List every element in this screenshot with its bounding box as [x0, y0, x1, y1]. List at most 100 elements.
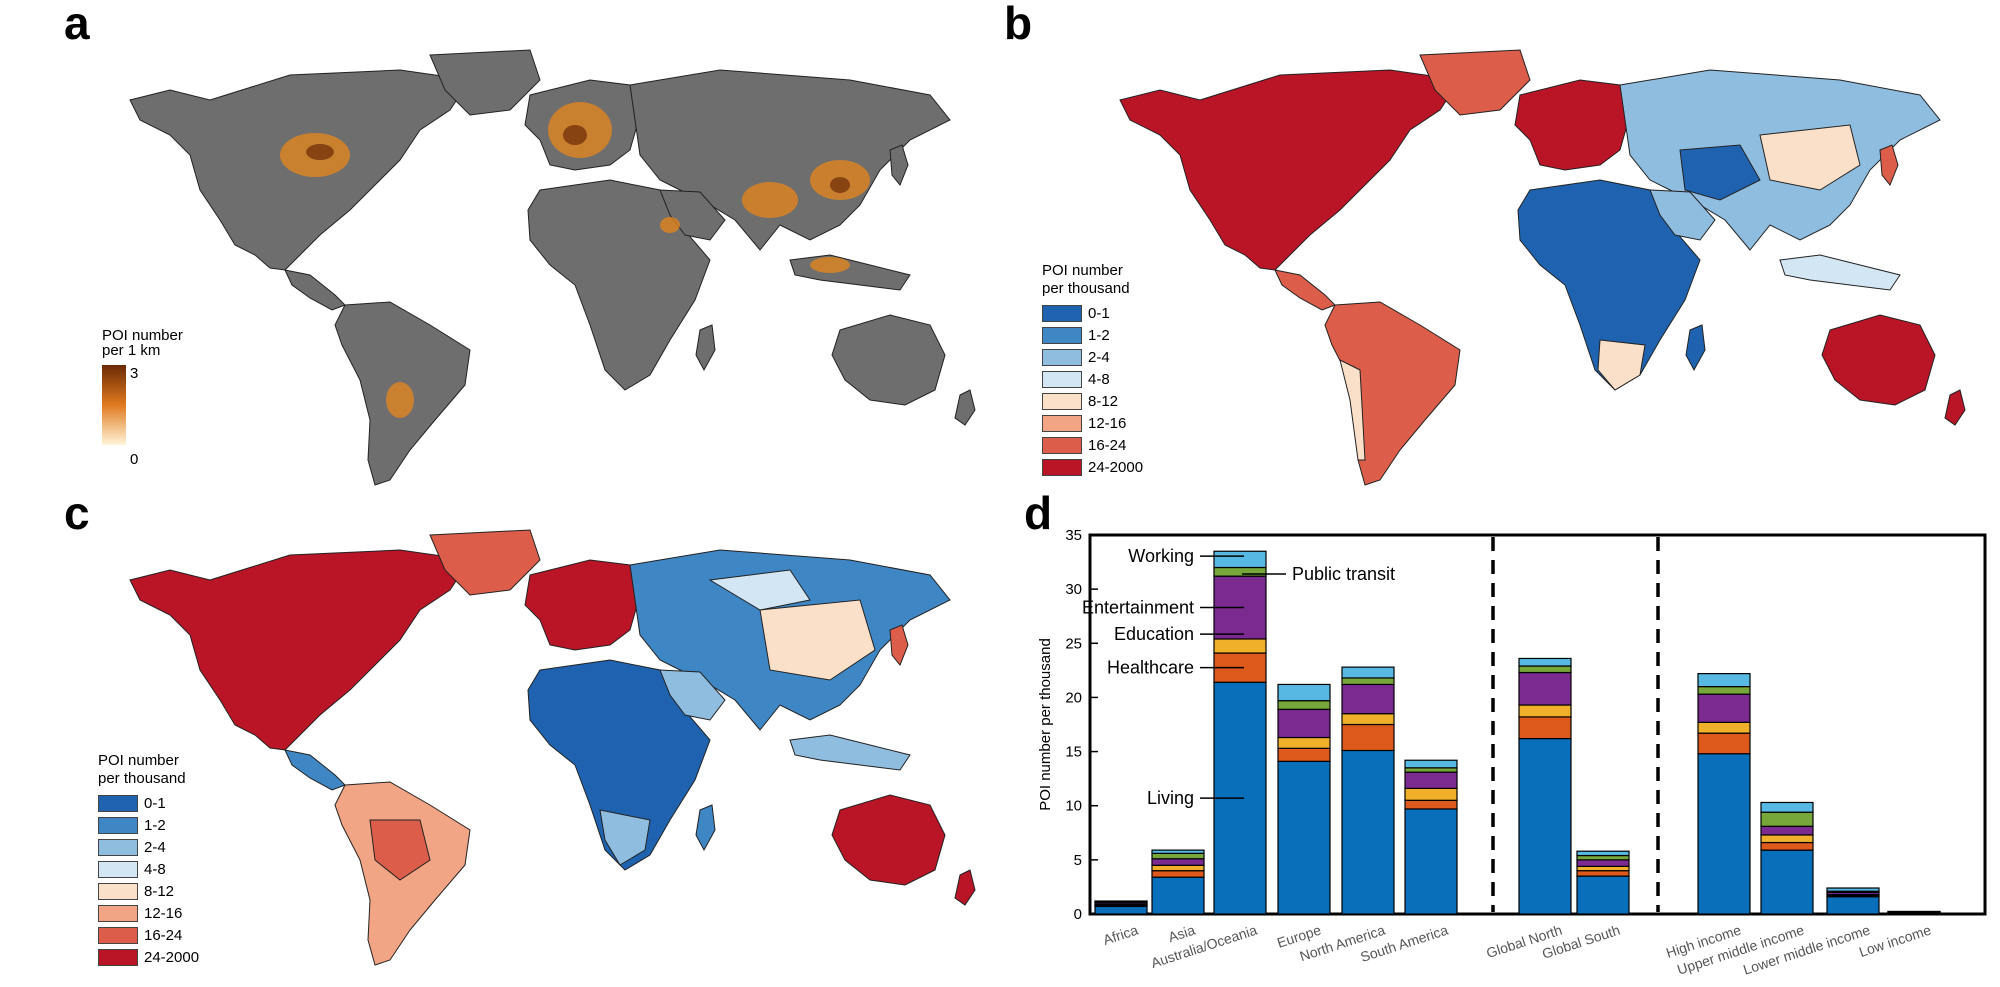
legend-item: 1-2 — [98, 814, 199, 836]
bar-segment — [1826, 887, 1880, 892]
y-tick-label: 10 — [1065, 798, 1082, 815]
legend-item: 16-24 — [1042, 434, 1143, 456]
bar-segment — [1151, 852, 1205, 860]
legend-swatch — [98, 948, 138, 966]
legend-swatch — [1042, 436, 1082, 454]
panel-letter-a: a — [64, 0, 90, 49]
bar-segment — [1697, 686, 1751, 695]
x-tick-label: Australia/Oceania — [1149, 922, 1259, 971]
panel-letter-d: d — [1024, 487, 1053, 539]
bar-segment — [1341, 683, 1395, 715]
bar-segment — [1341, 749, 1395, 915]
annotation-label: Working — [1128, 546, 1194, 566]
legend-title-line2: per thousand — [1042, 280, 1130, 297]
legend-title-line1: POI number — [102, 327, 183, 344]
bar-segment — [1213, 566, 1267, 577]
annotation-label: Entertainment — [1082, 598, 1194, 618]
bar-segment — [1404, 808, 1458, 915]
bar-segment — [1760, 801, 1814, 813]
legend-region: POI number per thousand 0-1 1-2 2-4 4-8 8-12… — [98, 752, 199, 968]
legend-swatch — [98, 882, 138, 900]
legend-swatch — [98, 794, 138, 812]
legend-rows: 0-1 1-2 2-4 4-8 8-12 12-16 16-24 24-2000 — [98, 792, 199, 968]
bar-segment — [1760, 811, 1814, 827]
legend-label: 8-12 — [1088, 392, 1119, 410]
annotation-label: Living — [1147, 788, 1194, 808]
legend-item: 24-2000 — [1042, 456, 1143, 478]
legend-item: 2-4 — [1042, 346, 1143, 368]
annotation-label: Public transit — [1292, 564, 1395, 584]
legend-swatch — [1042, 392, 1082, 410]
bar-segment — [1404, 771, 1458, 789]
bar-segment — [1094, 900, 1148, 903]
bar-segment — [1576, 865, 1630, 872]
legend-item: 2-4 — [98, 836, 199, 858]
bar-segment — [1576, 850, 1630, 857]
bar-segment — [1341, 723, 1395, 752]
bar-segment — [1277, 700, 1331, 710]
legend-swatch — [98, 816, 138, 834]
bar-segment — [1518, 704, 1572, 718]
bar-segment — [1760, 834, 1814, 844]
bar-segment — [1151, 849, 1205, 854]
bar-segment — [1213, 638, 1267, 654]
bar-segment — [1094, 905, 1148, 915]
bar-segment — [1576, 859, 1630, 867]
bar-segment — [1341, 713, 1395, 726]
legend-swatch — [98, 838, 138, 856]
legend-rows: 0-1 1-2 2-4 4-8 8-12 12-16 16-24 24-2000 — [1042, 302, 1143, 478]
legend-swatch — [98, 860, 138, 878]
legend-item: 16-24 — [98, 924, 199, 946]
bar-segment — [1518, 671, 1572, 706]
y-axis-label: POI number per thousand — [1037, 638, 1054, 811]
legend-swatch — [98, 926, 138, 944]
bar-segment — [1404, 799, 1458, 810]
legend-label: 16-24 — [144, 926, 183, 944]
legend-label: 0-1 — [144, 794, 166, 812]
bar-segment — [1151, 870, 1205, 878]
colorbar — [102, 365, 126, 445]
legend-title-line1: POI number — [1042, 262, 1123, 279]
bar-segment — [1404, 767, 1458, 773]
legend-label: 1-2 — [144, 816, 166, 834]
y-tick-label: 30 — [1065, 581, 1082, 598]
bar-segment — [1518, 737, 1572, 915]
bar-segment — [1151, 858, 1205, 866]
bar-segment — [1518, 657, 1572, 667]
legend-title-line1: POI number — [98, 752, 179, 769]
bar-segment — [1576, 875, 1630, 915]
colorbar-min: 0 — [130, 451, 139, 468]
bar-segment — [1697, 732, 1751, 755]
map-poi-density — [129, 49, 976, 486]
legend-item: 12-16 — [1042, 412, 1143, 434]
bar-segment — [1760, 849, 1814, 915]
bar-segment — [1277, 747, 1331, 762]
bar-segment — [1277, 760, 1331, 915]
bar-segment — [1697, 721, 1751, 734]
y-tick-label: 35 — [1065, 527, 1082, 544]
panel-letter-c: c — [64, 487, 90, 539]
legend-swatch — [1042, 326, 1082, 344]
legend-label: 0-1 — [1088, 304, 1110, 322]
legend-swatch — [1042, 414, 1082, 432]
bar-segment — [1697, 753, 1751, 915]
bar-segment — [1576, 870, 1630, 877]
bar-segment — [1518, 716, 1572, 740]
legend-label: 16-24 — [1088, 436, 1127, 454]
legend-item: 8-12 — [98, 880, 199, 902]
y-tick-label: 0 — [1074, 906, 1082, 923]
stacked-bar-chart: 0 5 10 15 20 25 30 35 POI number per thousand Afr… — [1037, 527, 1987, 978]
legend-label: 24-2000 — [144, 948, 200, 966]
legend-label: 4-8 — [144, 860, 166, 878]
legend-label: 4-8 — [1088, 370, 1110, 388]
bar-segment — [1277, 708, 1331, 739]
bar-segment — [1887, 910, 1941, 913]
bar-segment — [1697, 673, 1751, 688]
bar-segment — [1341, 666, 1395, 679]
legend-label: 24-2000 — [1088, 458, 1144, 476]
legend-swatch — [1042, 348, 1082, 366]
bar-segment — [1404, 759, 1458, 769]
map-poi-per-thousand-region — [129, 529, 976, 966]
y-tick-label: 5 — [1074, 852, 1082, 869]
bar-segment — [1826, 896, 1880, 915]
